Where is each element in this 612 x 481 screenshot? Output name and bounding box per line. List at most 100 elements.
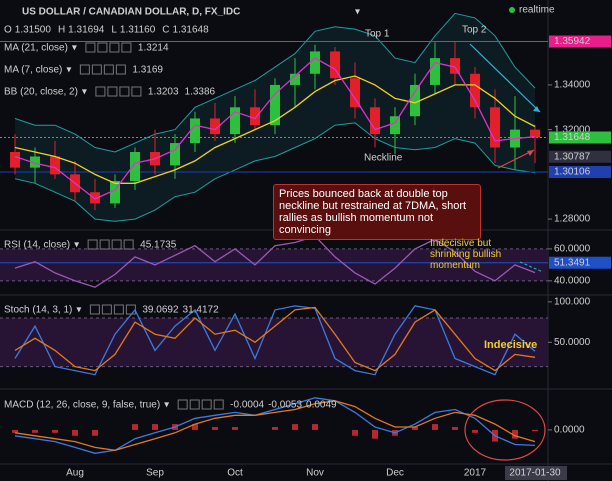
tool-icon [125,304,136,315]
histogram-bar [512,429,518,439]
bb-line [14,122,536,222]
tool-icon [177,399,188,410]
y-tick-label: 1.34000 [554,80,591,91]
tool-icon [103,64,114,75]
x-tick-label: Oct [227,468,243,479]
candle-body [250,107,260,126]
legend-name: Stoch (14, 3, 1) [4,305,72,316]
legend-value: 1.3203 [148,87,179,98]
legend-value: 1.3169 [132,65,163,76]
candle-body [210,118,220,135]
y-tick-label: 60.0000 [554,244,591,255]
y-tick-label: 50.0000 [554,337,591,348]
histogram-bar [372,429,378,439]
ohlc-value: 1.31694 [68,25,105,36]
x-tick-label: Sep [146,468,164,479]
candle-body [470,73,480,108]
trend-arrow [469,43,541,113]
tool-icon [121,42,132,53]
tool-icon [95,86,106,97]
annotation: Neckline [364,153,403,164]
pointer-arrow [497,149,535,169]
candle-body [450,58,460,74]
histogram-bar [312,424,318,430]
price-label-box [549,150,611,163]
price-label: 1.35942 [554,36,591,47]
tool-icon [113,304,124,315]
tool-icon [109,42,120,53]
ohlc-name: L [111,25,117,36]
annotation: Indecisive [484,339,538,351]
arrow-head [533,106,540,112]
candle-body [50,156,60,175]
legend-value: 0.0049 [306,400,337,411]
bb-line [14,12,536,153]
candle-body [90,192,100,204]
callout: Prices bounced back at double top neckli… [273,184,481,240]
series-line [14,57,536,200]
tool-icon [115,64,126,75]
legend-name: RSI (14, close) [4,240,70,251]
tool-icon [107,86,118,97]
legend-name: MA (7, close) [4,65,62,76]
plot [0,12,548,454]
drawings [464,43,546,461]
annotation: Top 2 [462,25,487,36]
tool-icon [97,42,108,53]
legend-value: 1.3386 [185,87,216,98]
ohlc-name: O [4,25,12,36]
price-label-box [549,131,611,144]
candle-body [330,51,340,79]
y-tick-label: 0.0000 [554,425,585,436]
tool-icon [201,399,212,410]
histogram-bar [212,427,218,430]
series-line [14,305,536,376]
histogram-bar [52,429,58,433]
date-box [505,466,567,480]
x-tick-label: 2017-01-30 [509,468,561,479]
legend-value: 45.1735 [140,240,177,251]
tool-icon [123,239,134,250]
candle-body [310,51,320,74]
dropdown: ▾ [82,87,87,98]
x-tick-label: Aug [66,468,84,479]
legend-name: MA (21, close) [4,43,68,54]
legend-value: -0.0053 [268,400,302,411]
histogram-bar [192,424,198,430]
y-tick-label: 100.000 [554,296,591,307]
histogram-bar [292,424,298,430]
series-line [14,400,536,451]
candle-body [110,181,120,204]
tool-icon [111,239,122,250]
tool-icon [213,399,224,410]
series-line [14,397,536,454]
y-tick-label: 1.28000 [554,214,591,225]
chart-title: US DOLLAR / CANADIAN DOLLAR, D, FX_IDC [22,7,240,18]
candle-body [230,107,240,135]
series-line [14,75,536,184]
annotation: Indecisive but shrinking bullish momentu… [430,238,502,271]
histogram-bar [432,424,438,430]
candle-body [430,58,440,85]
histogram-bar [132,424,138,430]
dropdown: ▾ [66,65,71,76]
highlight-ellipse [464,399,546,461]
legend-value: 39.0692 [142,305,179,316]
candle-body [10,152,20,168]
annotation: Top 1 [365,29,390,40]
dropdown: ▾ [74,240,79,251]
dropdown: ▾ [76,305,81,316]
tool-icon [87,239,98,250]
legend-value: -0.0004 [230,400,264,411]
histogram-bar [452,427,458,430]
price-label: 1.31648 [554,132,591,143]
histogram-bar [272,427,278,430]
price-label-box [549,165,611,178]
x-tick-label: 2017 [464,468,487,479]
y-tick-label: 40.0000 [554,275,591,286]
tool-icon [91,64,102,75]
candle-body [410,84,420,117]
series-line [14,306,536,372]
tool-icon [79,64,90,75]
